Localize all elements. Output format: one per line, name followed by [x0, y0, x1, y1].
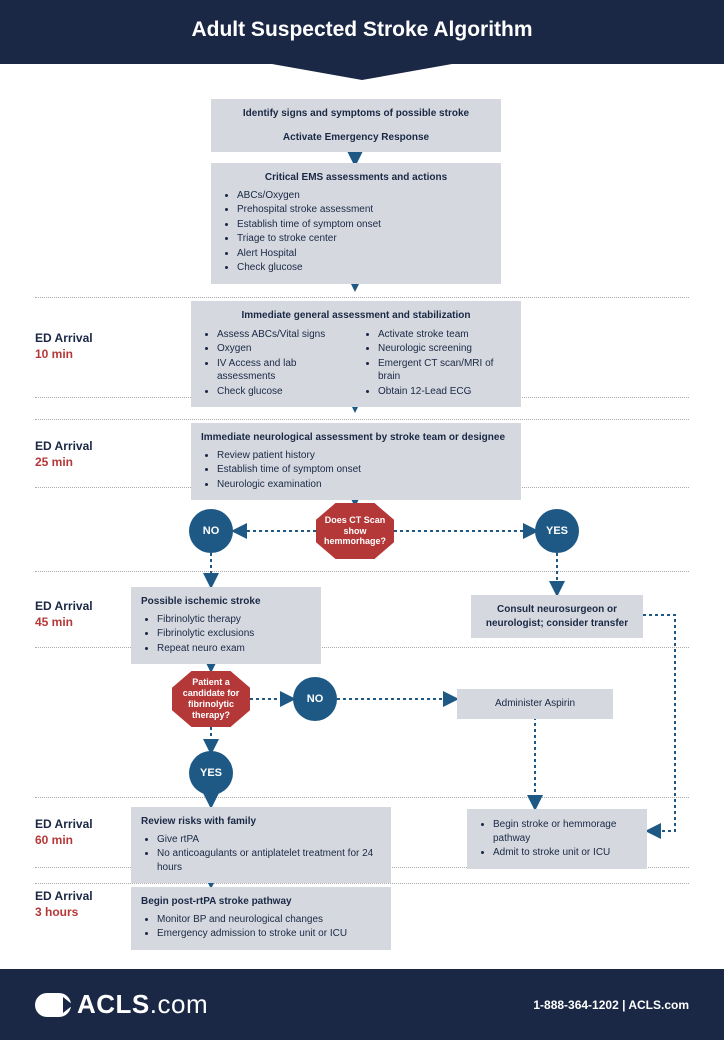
list-item: Check glucose [237, 261, 491, 275]
brand-suffix: .com [150, 989, 208, 1019]
list-item: Assess ABCs/Vital signs [217, 328, 350, 342]
list-item: Check glucose [217, 385, 350, 399]
list-item: Oxygen [217, 342, 350, 356]
time-label: ED Arrival 3 hours [35, 889, 93, 920]
decision-text: Patient a candidate for fibrinolytic the… [178, 677, 244, 720]
page-title: Adult Suspected Stroke Algorithm [0, 18, 724, 42]
list-item: Prehospital stroke assessment [237, 203, 491, 217]
node-list: Give rtPANo anticoagulants or antiplatel… [141, 833, 381, 875]
node-title: Begin post-rtPA stroke pathway [141, 895, 381, 909]
circle-text: NO [307, 693, 324, 705]
node-title: Critical EMS assessments and actions [221, 171, 491, 185]
flowchart-canvas: ED Arrival 10 min ED Arrival 25 min ED A… [35, 99, 689, 949]
circle-text: YES [546, 525, 568, 537]
yes-circle: YES [189, 751, 233, 795]
footer: ACLS.com 1-888-364-1202 | ACLS.com [0, 969, 724, 1040]
node-list: Begin stroke or hemmorage pathwayAdmit t… [477, 818, 637, 860]
node-identify: Identify signs and symptoms of possible … [211, 99, 501, 152]
divider [35, 797, 689, 798]
time-value: 3 hours [35, 905, 78, 919]
node-neuro-assessment: Immediate neurological assessment by str… [191, 423, 521, 500]
list-item: Triage to stroke center [237, 232, 491, 246]
no-circle: NO [189, 509, 233, 553]
node-list: Assess ABCs/Vital signsOxygenIV Access a… [201, 327, 350, 400]
node-review-risks: Review risks with family Give rtPANo ant… [131, 807, 391, 883]
node-aspirin: Administer Aspirin [457, 689, 613, 719]
node-list: Fibrinolytic therapyFibrinolytic exclusi… [141, 613, 311, 656]
list-item: Fibrinolytic exclusions [157, 627, 311, 641]
time-label-text: ED Arrival [35, 889, 93, 903]
no-circle: NO [293, 677, 337, 721]
list-item: Emergent CT scan/MRI of brain [378, 357, 511, 384]
time-label: ED Arrival 45 min [35, 599, 93, 630]
decision-ct-scan: Does CT Scan show hemmorhage? [316, 503, 394, 559]
decision-text: Does CT Scan show hemmorhage? [322, 515, 388, 547]
time-label: ED Arrival 25 min [35, 439, 93, 470]
time-label-text: ED Arrival [35, 599, 93, 613]
logo-icon [35, 993, 71, 1017]
time-value: 25 min [35, 455, 73, 469]
divider [35, 571, 689, 572]
node-title: Immediate neurological assessment by str… [201, 431, 511, 445]
brand-name: ACLS [77, 989, 150, 1019]
node-pathway: Begin stroke or hemmorage pathwayAdmit t… [467, 809, 647, 869]
list-item: Alert Hospital [237, 247, 491, 261]
node-title: Review risks with family [141, 815, 381, 829]
node-text: Activate Emergency Response [221, 131, 491, 145]
node-title: Possible ischemic stroke [141, 595, 311, 609]
time-value: 60 min [35, 833, 73, 847]
list-item: Repeat neuro exam [157, 642, 311, 656]
list-item: Review patient history [217, 449, 511, 463]
list-item: Activate stroke team [378, 328, 511, 342]
list-item: No anticoagulants or antiplatelet treatm… [157, 847, 381, 874]
list-item: Fibrinolytic therapy [157, 613, 311, 627]
node-list: Monitor BP and neurological changesEmerg… [141, 913, 381, 941]
footer-contact: 1-888-364-1202 | ACLS.com [533, 998, 689, 1012]
time-value: 10 min [35, 347, 73, 361]
time-label-text: ED Arrival [35, 817, 93, 831]
divider [35, 883, 689, 884]
yes-circle: YES [535, 509, 579, 553]
node-list: ABCs/OxygenPrehospital stroke assessment… [221, 189, 491, 275]
time-label-text: ED Arrival [35, 439, 93, 453]
circle-text: NO [203, 525, 220, 537]
time-label: ED Arrival 60 min [35, 817, 93, 848]
node-list: Activate stroke teamNeurologic screening… [362, 327, 511, 400]
node-ischemic: Possible ischemic stroke Fibrinolytic th… [131, 587, 321, 664]
list-item: ABCs/Oxygen [237, 189, 491, 203]
divider [35, 297, 689, 298]
list-item: Obtain 12-Lead ECG [378, 385, 511, 399]
list-item: Neurologic screening [378, 342, 511, 356]
node-text: Consult neurosurgeon or neurologist; con… [486, 604, 628, 629]
decision-fibrinolytic: Patient a candidate for fibrinolytic the… [172, 671, 250, 727]
time-value: 45 min [35, 615, 73, 629]
divider [35, 419, 689, 420]
node-ems: Critical EMS assessments and actions ABC… [211, 163, 501, 284]
list-item: Neurologic examination [217, 478, 511, 492]
header: Adult Suspected Stroke Algorithm [0, 0, 724, 64]
brand-logo: ACLS.com [35, 989, 208, 1020]
page: Adult Suspected Stroke Algorithm ED Arri… [0, 0, 724, 1040]
list-item: Give rtPA [157, 833, 381, 847]
node-list: Review patient historyEstablish time of … [201, 449, 511, 492]
time-label-text: ED Arrival [35, 331, 93, 345]
list-item: Admit to stroke unit or ICU [493, 846, 637, 860]
node-title: Immediate general assessment and stabili… [201, 309, 511, 323]
list-item: Begin stroke or hemmorage pathway [493, 818, 637, 845]
node-general-assessment: Immediate general assessment and stabili… [191, 301, 521, 407]
node-text: Identify signs and symptoms of possible … [221, 107, 491, 121]
list-item: Establish time of symptom onset [237, 218, 491, 232]
list-item: Emergency admission to stroke unit or IC… [157, 927, 381, 941]
circle-text: YES [200, 767, 222, 779]
node-post-rtpa: Begin post-rtPA stroke pathway Monitor B… [131, 887, 391, 950]
node-text: Administer Aspirin [495, 698, 575, 709]
content: ED Arrival 10 min ED Arrival 25 min ED A… [0, 64, 724, 969]
list-item: Monitor BP and neurological changes [157, 913, 381, 927]
list-item: Establish time of symptom onset [217, 463, 511, 477]
node-consult: Consult neurosurgeon or neurologist; con… [471, 595, 643, 638]
list-item: IV Access and lab assessments [217, 357, 350, 384]
time-label: ED Arrival 10 min [35, 331, 93, 362]
